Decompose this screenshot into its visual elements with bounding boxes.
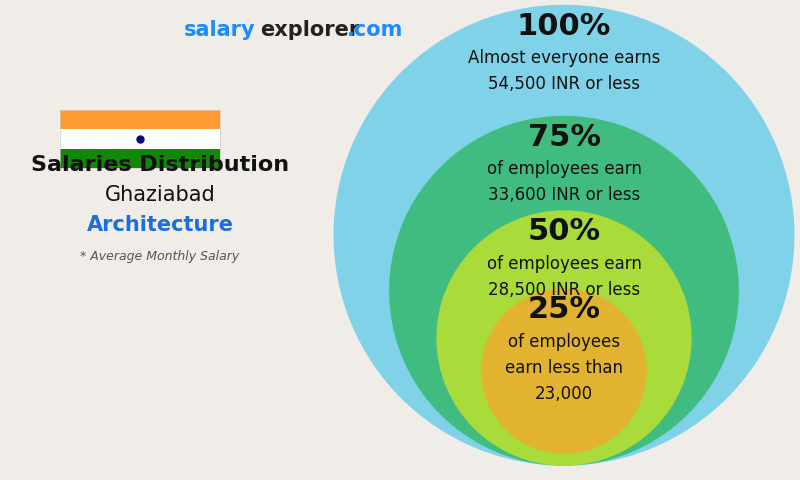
- Text: explorer: explorer: [260, 20, 360, 40]
- Text: Ghaziabad: Ghaziabad: [105, 185, 215, 205]
- Text: 25%: 25%: [527, 295, 601, 324]
- FancyBboxPatch shape: [60, 110, 220, 129]
- Text: 75%: 75%: [527, 122, 601, 152]
- Text: salary: salary: [184, 20, 256, 40]
- Circle shape: [389, 116, 739, 466]
- Text: 28,500 INR or less: 28,500 INR or less: [488, 281, 640, 299]
- Text: Architecture: Architecture: [86, 215, 234, 235]
- Text: of employees earn: of employees earn: [486, 160, 642, 178]
- FancyBboxPatch shape: [60, 129, 220, 149]
- Text: 100%: 100%: [517, 12, 611, 40]
- Text: .com: .com: [347, 20, 403, 40]
- Circle shape: [436, 210, 692, 466]
- Text: 33,600 INR or less: 33,600 INR or less: [488, 186, 640, 204]
- FancyBboxPatch shape: [60, 149, 220, 168]
- Text: 54,500 INR or less: 54,500 INR or less: [488, 75, 640, 93]
- Text: 23,000: 23,000: [535, 384, 593, 403]
- Text: * Average Monthly Salary: * Average Monthly Salary: [80, 250, 240, 263]
- Text: of employees: of employees: [508, 333, 620, 350]
- Text: 50%: 50%: [527, 217, 601, 246]
- Text: earn less than: earn less than: [505, 359, 623, 377]
- Circle shape: [334, 5, 794, 466]
- Circle shape: [482, 288, 646, 454]
- Text: of employees earn: of employees earn: [486, 254, 642, 273]
- Text: Almost everyone earns: Almost everyone earns: [468, 49, 660, 67]
- Text: Salaries Distribution: Salaries Distribution: [31, 155, 289, 175]
